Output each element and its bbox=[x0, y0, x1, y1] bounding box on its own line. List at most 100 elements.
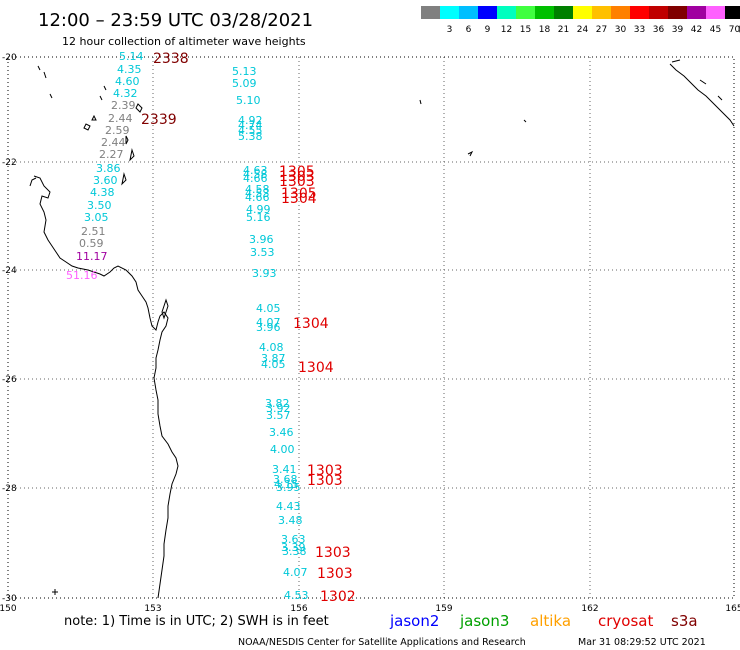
wave-height-label: 3.82 bbox=[265, 397, 290, 410]
wave-height-label: 4.66 bbox=[243, 172, 268, 185]
legend-swatch bbox=[497, 6, 516, 19]
wave-height-label: 3.95 bbox=[276, 481, 301, 494]
legend-label: 6 bbox=[466, 25, 472, 35]
coastal-island-3 bbox=[129, 148, 135, 162]
legend-label: 70 bbox=[729, 25, 740, 35]
legend-swatch bbox=[611, 6, 630, 19]
wave-height-label: 3.96 bbox=[249, 233, 274, 246]
satellite-legend-cryosat: cryosat bbox=[598, 612, 653, 630]
wave-height-label: 4.66 bbox=[245, 191, 270, 204]
wave-height-label: 2.44 bbox=[108, 112, 133, 125]
lon-tick-label: 165 bbox=[725, 604, 740, 614]
legend-swatch bbox=[516, 6, 535, 19]
wave-height-label: 3.92 bbox=[266, 402, 291, 415]
wave-height-label: 4.07 bbox=[283, 566, 308, 579]
legend-label: 42 bbox=[691, 25, 702, 35]
legend-swatch bbox=[459, 6, 478, 19]
wave-height-label: 4.05 bbox=[261, 358, 286, 371]
legend-label: 30 bbox=[615, 25, 627, 35]
pass-time-label: 1305 bbox=[279, 164, 315, 180]
wave-height-label: 5.09 bbox=[232, 77, 257, 90]
pass-time-label: 1304 bbox=[281, 191, 317, 207]
legend-label: 9 bbox=[485, 25, 491, 35]
wave-height-label: 3.39 bbox=[281, 541, 306, 554]
legend-label: 36 bbox=[653, 25, 665, 35]
legend-swatch bbox=[668, 6, 687, 19]
legend-label: 18 bbox=[539, 25, 551, 35]
wave-height-label: 3.87 bbox=[261, 352, 286, 365]
pass-time-label: 1303 bbox=[317, 566, 353, 582]
wave-height-label: 4.58 bbox=[245, 183, 270, 196]
pass-time-label: 1302 bbox=[320, 589, 356, 605]
reef-island-a bbox=[419, 99, 422, 105]
wave-height-label: 5.10 bbox=[236, 94, 261, 107]
pass-time-label: 1304 bbox=[298, 360, 334, 376]
wave-height-label: 5.38 bbox=[238, 130, 263, 143]
satellite-legend-s3a: s3a bbox=[671, 612, 698, 630]
lon-tick-label: 159 bbox=[435, 604, 452, 614]
wave-height-label: 3.05 bbox=[84, 211, 109, 224]
wave-height-label: 5.16 bbox=[246, 211, 271, 224]
legend-label: 33 bbox=[634, 25, 645, 35]
legend-label: 45 bbox=[710, 25, 721, 35]
wave-height-label: 51.16 bbox=[66, 269, 98, 282]
lon-tick-label: 156 bbox=[290, 604, 307, 614]
wave-height-label: 3.46 bbox=[269, 426, 294, 439]
wave-height-observations: 5.144.354.604.322.392.442.592.442.273.86… bbox=[66, 50, 309, 602]
legend-swatch bbox=[440, 6, 459, 19]
new-caledonia bbox=[669, 59, 735, 127]
wave-height-label: 4.58 bbox=[243, 168, 268, 181]
whitsunday-islands bbox=[37, 65, 107, 131]
wave-height-label: 4.53 bbox=[284, 589, 309, 602]
wave-height-label: 3.41 bbox=[272, 463, 297, 476]
lat-tick-label: -24 bbox=[2, 266, 17, 276]
wave-height-label: 5.14 bbox=[119, 50, 144, 63]
lat-tick-label: -22 bbox=[2, 158, 17, 168]
lord-howe-marker bbox=[52, 589, 58, 595]
pass-time-label: 1305 bbox=[281, 186, 317, 202]
wave-height-label: 3.48 bbox=[278, 514, 303, 527]
coastline-north bbox=[29, 177, 37, 187]
legend-swatch bbox=[725, 6, 740, 19]
wave-height-label: 3.38 bbox=[282, 545, 307, 558]
legend-swatch bbox=[687, 6, 706, 19]
wave-height-label: 4.99 bbox=[246, 203, 271, 216]
pass-time-label: 1303 bbox=[279, 174, 315, 190]
wave-height-label: 0.59 bbox=[79, 237, 104, 250]
lat-tick-label: -20 bbox=[2, 53, 17, 63]
wave-height-label: 4.38 bbox=[90, 186, 115, 199]
legend-swatch bbox=[630, 6, 649, 19]
lat-tick-label: -26 bbox=[2, 375, 17, 385]
wave-height-label: 4.00 bbox=[270, 443, 295, 456]
lat-tick-label: -28 bbox=[2, 484, 17, 494]
lon-tick-label: 162 bbox=[581, 604, 598, 614]
pass-time-label: 2339 bbox=[141, 112, 177, 128]
satellite-legend: jason2 jason3 altika cryosat s3a bbox=[389, 612, 698, 630]
wave-height-label: 2.27 bbox=[99, 148, 124, 161]
coastal-island-1 bbox=[135, 103, 143, 113]
credit-text: NOAA/NESDIS Center for Satellite Applica… bbox=[238, 637, 526, 648]
lat-tick-label: -30 bbox=[2, 594, 17, 604]
wave-height-label: 3.60 bbox=[93, 174, 118, 187]
wave-height-label: 4.05 bbox=[256, 302, 281, 315]
legend-label: 3 bbox=[447, 25, 453, 35]
legend-unit: (ft) bbox=[738, 25, 740, 35]
legend-label: 39 bbox=[672, 25, 684, 35]
timestamp-text: Mar 31 08:29:52 UTC 2021 bbox=[578, 637, 706, 648]
coastline bbox=[29, 59, 735, 599]
legend-label: 21 bbox=[558, 25, 569, 35]
satellite-pass-times: 2338233913051303130313051304130413041303… bbox=[141, 51, 356, 605]
wave-height-label: 5.13 bbox=[232, 65, 257, 78]
wave-height-label: 3.68 bbox=[273, 473, 298, 486]
legend-label: 27 bbox=[596, 25, 607, 35]
pass-time-label: 1303 bbox=[315, 545, 351, 561]
wave-height-label: 2.44 bbox=[101, 136, 126, 149]
pass-time-label: 1303 bbox=[279, 169, 315, 185]
wave-height-label: 4.74 bbox=[238, 119, 263, 132]
australia-coastline bbox=[33, 175, 179, 599]
wave-height-label: 4.60 bbox=[115, 75, 140, 88]
legend-swatch bbox=[478, 6, 497, 19]
